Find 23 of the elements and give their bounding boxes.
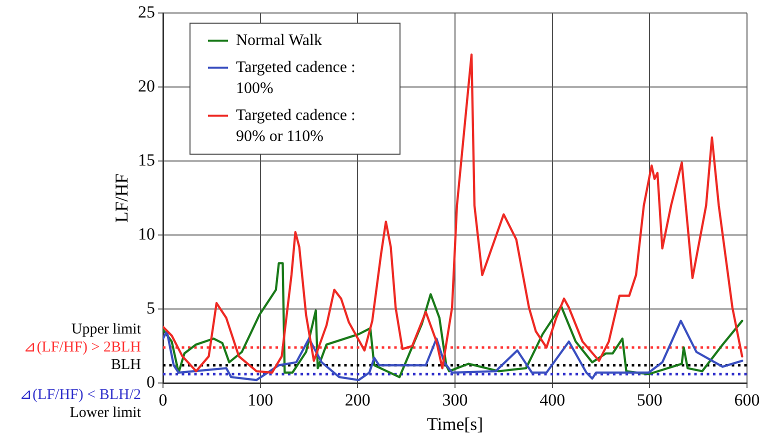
- y-tick-label: 15: [138, 150, 155, 170]
- y-tick-label: 10: [138, 224, 155, 244]
- x-tick-label: 600: [734, 390, 760, 410]
- x-axis-title: Time[s]: [426, 414, 484, 434]
- ref-line-label: BLH: [111, 357, 142, 374]
- ref-line-label: ⊿(LF/HF) > 2BLH: [24, 339, 142, 356]
- ref-line-label: ⊿(LF/HF) < BLH/2: [20, 386, 141, 403]
- y-tick-label: 0: [146, 372, 155, 392]
- x-tick-label: 300: [442, 390, 468, 410]
- x-tick-label: 400: [540, 390, 566, 410]
- y-tick-label: 25: [138, 2, 155, 22]
- text: Upper limit: [71, 321, 142, 338]
- x-tick-label: 100: [248, 390, 274, 410]
- y-tick-label: 5: [146, 298, 155, 318]
- legend-label: Targeted cadence : 100%: [236, 58, 356, 97]
- text: Lower limit: [70, 404, 142, 421]
- x-tick-label: 0: [158, 390, 168, 410]
- x-tick-label: 500: [636, 390, 662, 410]
- y-axis-title: LF/HF: [112, 174, 132, 223]
- legend-label: Targeted cadence : 90% or 110%: [236, 106, 356, 145]
- x-tick-label: 200: [344, 390, 370, 410]
- legend-label: Normal Walk: [236, 32, 322, 49]
- y-tick-label: 20: [138, 76, 155, 96]
